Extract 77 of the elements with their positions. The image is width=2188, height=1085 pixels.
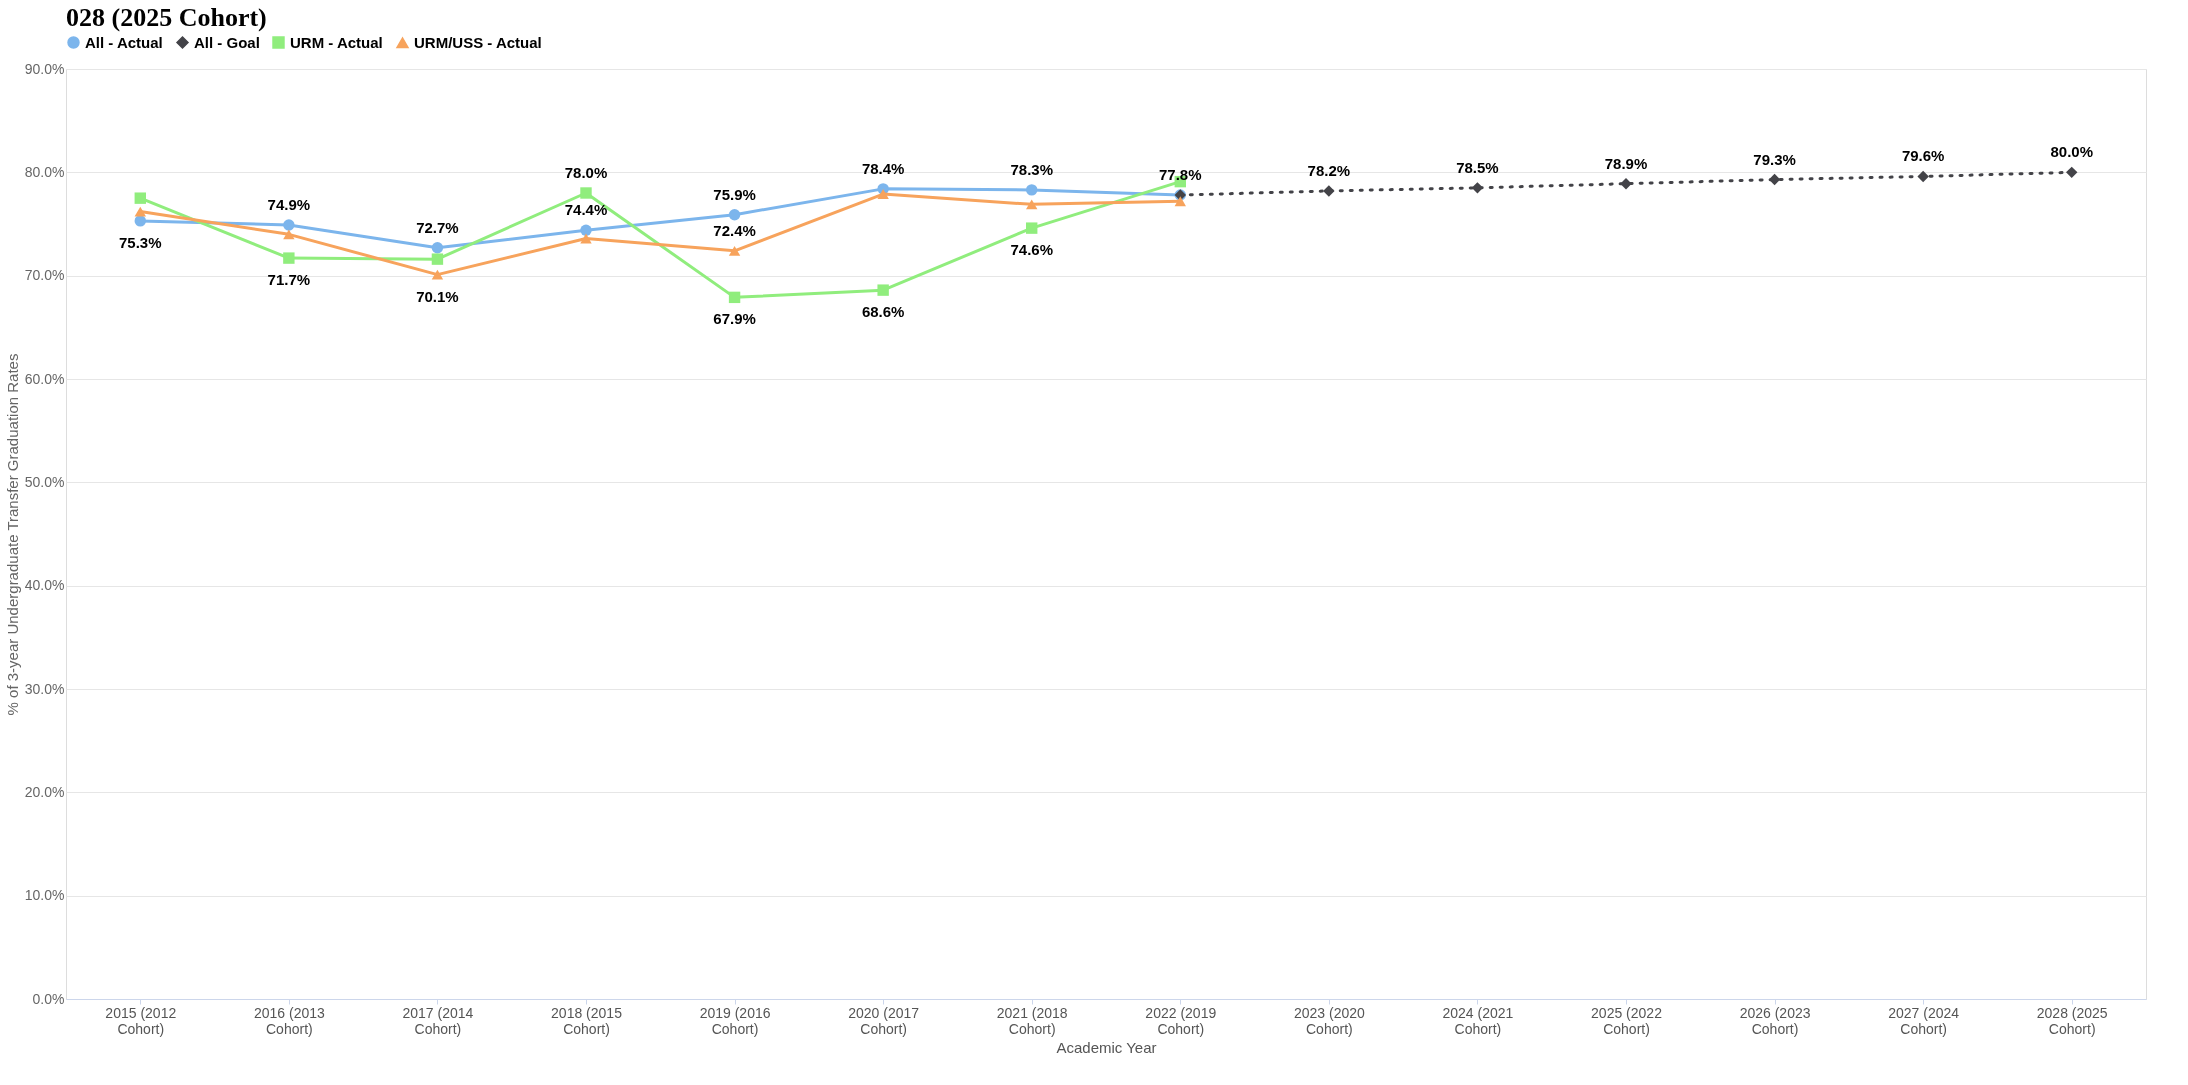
data-label: 79.6% — [1901, 147, 1945, 165]
point — [1768, 173, 1781, 186]
y-tick-label: 90.0% — [24, 60, 65, 77]
data-label: 78.2% — [1307, 161, 1351, 179]
point — [877, 189, 889, 199]
point — [134, 192, 146, 204]
y-axis-title: % of 3-year Undergraduate Transfer Graduation Rates — [3, 353, 21, 716]
data-label: 77.8% — [1159, 166, 1202, 184]
point — [283, 229, 295, 240]
point — [1026, 222, 1038, 234]
point — [431, 269, 444, 280]
y-tick-label: 40.0% — [24, 577, 65, 594]
data-label: 74.9% — [267, 196, 311, 214]
y-tick-label: 30.0% — [24, 680, 65, 697]
data-label: 74.6% — [1010, 241, 1053, 259]
point — [1026, 199, 1038, 210]
point — [1174, 196, 1186, 207]
x-tick-label: 2025 (2022 Cohort) — [1591, 1004, 1663, 1037]
point — [728, 245, 741, 256]
point — [580, 233, 592, 244]
y-tick-label: 20.0% — [24, 783, 65, 800]
data-label: 71.7% — [267, 271, 311, 289]
data-label: 79.3% — [1753, 150, 1796, 168]
point — [283, 252, 295, 264]
y-tick-label: 70.0% — [24, 267, 65, 284]
legend-label: All - Actual — [85, 33, 163, 51]
x-tick-label: 2016 (2013 Cohort) — [253, 1004, 325, 1037]
data-label: 78.5% — [1456, 158, 1499, 176]
x-axis-title: Academic Year — [1056, 1038, 1157, 1056]
point — [877, 284, 889, 296]
point — [134, 206, 146, 217]
y-tick-label: 0.0% — [32, 990, 65, 1007]
point — [1620, 178, 1632, 190]
x-tick-label: 2018 (2015 Cohort) — [551, 1004, 623, 1037]
x-tick-label: 2028 (2025 Cohort) — [2036, 1004, 2108, 1037]
x-tick-label: 2017 (2014 Cohort) — [402, 1004, 474, 1037]
point — [431, 242, 444, 254]
x-tick-label: 2019 (2016 Cohort) — [699, 1004, 771, 1037]
data-label: 80.0% — [2050, 143, 2093, 161]
legend-label: URM - Actual — [290, 33, 383, 51]
point — [728, 291, 741, 304]
y-tick-label: 50.0% — [24, 473, 65, 490]
data-label: 78.4% — [861, 159, 905, 177]
x-tick-label: 2023 (2020 Cohort) — [1293, 1004, 1365, 1037]
legend-label: URM/USS - Actual — [414, 33, 542, 51]
x-tick-label: 2015 (2012 Cohort) — [105, 1004, 177, 1037]
point — [580, 187, 592, 199]
point — [580, 224, 592, 236]
data-label: 72.7% — [416, 218, 459, 236]
data-label: 75.9% — [713, 185, 756, 203]
x-tick-label: 2022 (2019 Cohort) — [1145, 1004, 1217, 1037]
chart-title: 028 (2025 Cohort) — [66, 3, 267, 32]
data-label: 78.3% — [1010, 160, 1053, 178]
point — [1026, 184, 1038, 196]
data-label: 67.9% — [713, 310, 756, 328]
y-tick-label: 80.0% — [24, 163, 65, 180]
data-label: 74.4% — [564, 201, 608, 219]
x-tick-label: 2021 (2018 Cohort) — [996, 1004, 1068, 1037]
point — [283, 219, 295, 231]
data-label: 72.4% — [713, 221, 756, 239]
data-label: 75.3% — [119, 233, 162, 251]
data-label: 78.0% — [564, 164, 608, 181]
point — [728, 209, 741, 221]
x-tick-label: 2026 (2023 Cohort) — [1739, 1004, 1811, 1037]
data-label: 78.9% — [1604, 154, 1648, 172]
point — [2066, 166, 2078, 179]
x-tick-label: 2024 (2021 Cohort) — [1442, 1004, 1514, 1037]
legend-label: All - Goal — [194, 33, 260, 51]
x-tick-label: 2020 (2017 Cohort) — [848, 1004, 920, 1037]
point — [1917, 170, 1929, 183]
y-tick-label: 60.0% — [24, 370, 65, 387]
y-tick-label: 10.0% — [24, 887, 65, 904]
point — [431, 253, 444, 265]
data-label: 68.6% — [861, 303, 905, 321]
point — [1323, 185, 1335, 197]
data-label: 70.1% — [416, 287, 459, 305]
x-tick-label: 2027 (2024 Cohort) — [1888, 1004, 1960, 1037]
